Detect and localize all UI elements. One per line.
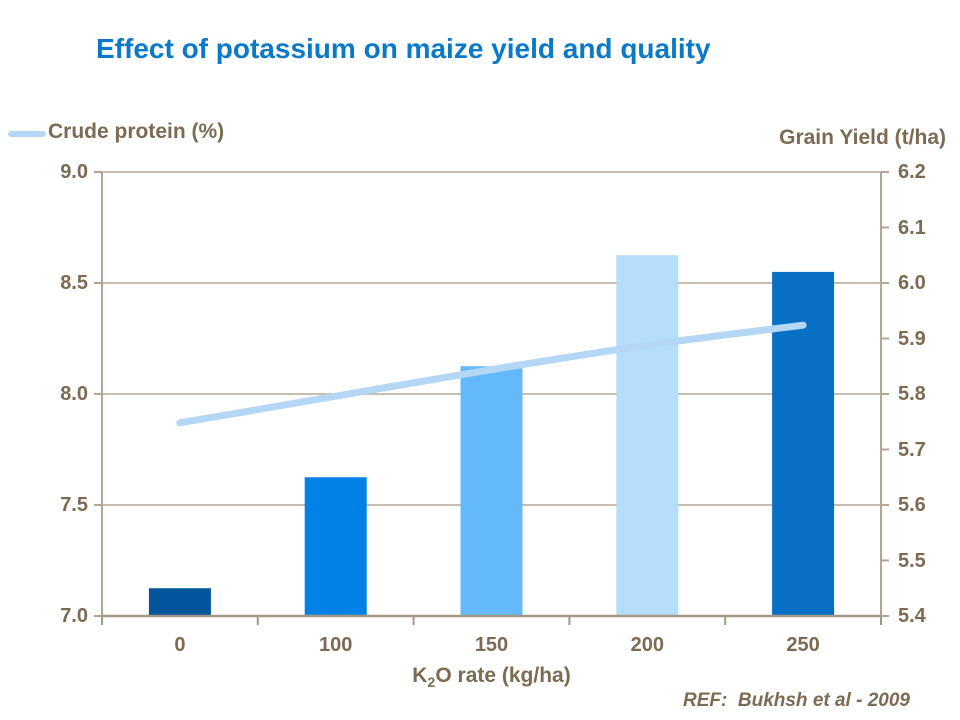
right-axis-tick-label: 5.6 — [898, 494, 926, 516]
x-axis-category-label: 200 — [630, 634, 664, 656]
reference-citation: REF: Bukhsh et al - 2009 — [682, 690, 910, 711]
x-axis-title-base: K — [412, 664, 428, 687]
line-series-swatch-icon — [8, 131, 46, 137]
right-axis-tick-label: 6.0 — [898, 272, 926, 294]
x-axis-category-label: 250 — [786, 634, 820, 656]
left-axis-tick-label: 8.0 — [60, 383, 88, 405]
x-axis-title-rest: O rate (kg/ha) — [435, 664, 571, 687]
x-axis-title: K2O rate (kg/ha) — [102, 664, 881, 691]
x-axis-category-label: 100 — [319, 634, 353, 656]
x-axis-category-label: 150 — [474, 634, 509, 656]
bar-200 — [616, 255, 679, 616]
right-axis-tick-label: 5.9 — [898, 327, 926, 350]
bar-0 — [148, 588, 211, 616]
right-axis-tick-label: 5.7 — [898, 438, 926, 461]
right-axis-title: Grain Yield (t/ha) — [779, 126, 946, 149]
right-axis-tick-label: 6.2 — [898, 161, 926, 183]
chart-title: Effect of potassium on maize yield and q… — [96, 33, 711, 64]
left-axis-tick-label: 7.5 — [60, 494, 88, 516]
crude-protein-line — [176, 321, 807, 427]
bar-100 — [304, 477, 367, 616]
left-axis-tick-label: 8.5 — [60, 272, 88, 294]
right-axis-tick-label: 6.1 — [898, 216, 926, 239]
x-axis-category-label: 0 — [174, 634, 186, 656]
right-axis-tick-label: 5.5 — [898, 549, 926, 572]
x-axis-title-subscript: 2 — [427, 675, 436, 692]
bar-150 — [460, 366, 523, 616]
left-axis-tick-label: 7.0 — [60, 605, 88, 627]
legend-label-crude-protein: Crude protein (%) — [48, 120, 225, 143]
left-axis-tick-label: 9.0 — [60, 161, 88, 183]
right-axis-tick-label: 5.8 — [898, 383, 926, 405]
right-axis-tick-label: 5.4 — [898, 605, 926, 627]
